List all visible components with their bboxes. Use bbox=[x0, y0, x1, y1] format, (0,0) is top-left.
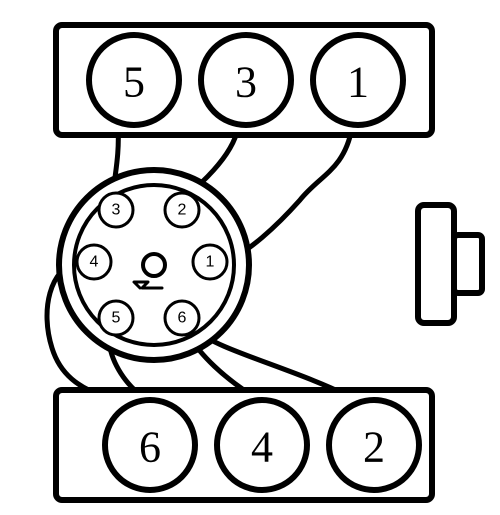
side-block bbox=[418, 205, 454, 323]
side-block-cap bbox=[454, 235, 482, 293]
distributor-terminal-label: 5 bbox=[112, 310, 121, 327]
distributor-center-post bbox=[143, 254, 165, 276]
cylinder-label: 1 bbox=[347, 58, 369, 107]
distributor-terminal-label: 4 bbox=[90, 254, 99, 271]
distributor-terminal-label: 3 bbox=[112, 202, 121, 219]
distributor-terminal-label: 2 bbox=[178, 202, 187, 219]
distributor-terminal-label: 1 bbox=[206, 254, 215, 271]
cylinder-label: 4 bbox=[251, 423, 273, 472]
cylinder-label: 3 bbox=[235, 58, 257, 107]
cylinder-label: 5 bbox=[123, 58, 145, 107]
distributor-terminal-label: 6 bbox=[178, 310, 187, 327]
cylinder-label: 2 bbox=[363, 423, 385, 472]
cylinder-label: 6 bbox=[139, 423, 161, 472]
